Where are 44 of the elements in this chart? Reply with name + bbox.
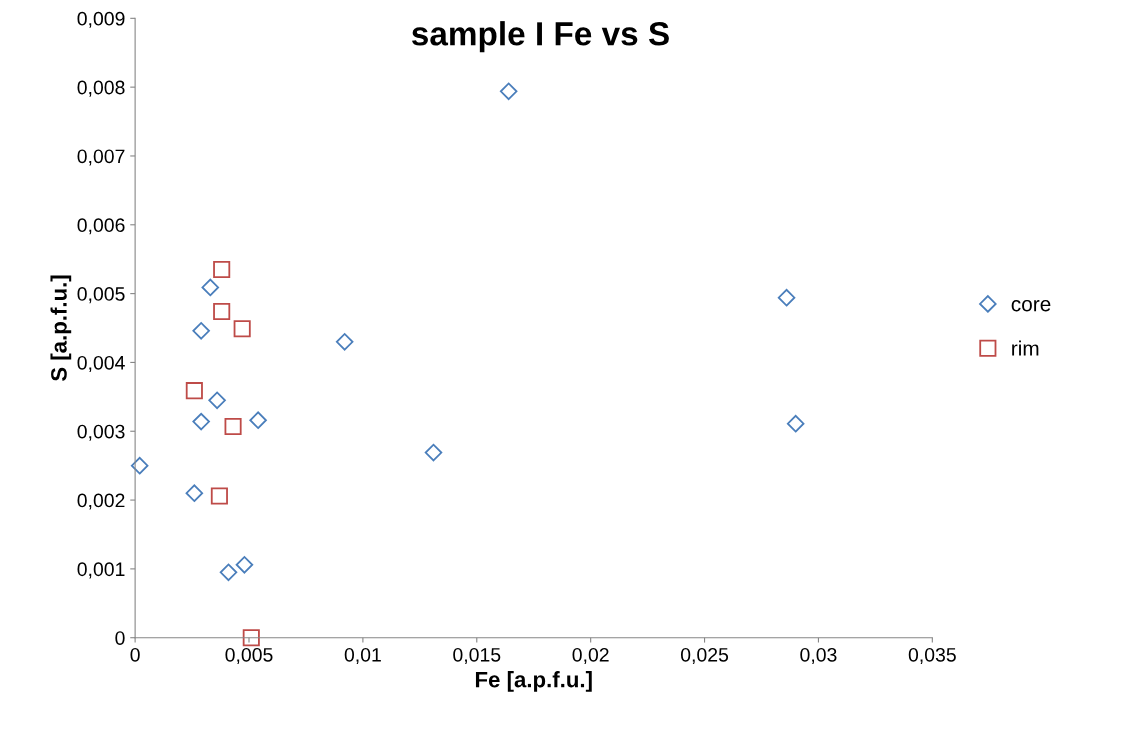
- legend-label: core: [1011, 299, 1051, 312]
- point: [130, 456, 149, 475]
- y-tick-label: 0,005: [77, 287, 125, 304]
- x-axis-title: Fe [a.p.f.u.]: [475, 671, 592, 692]
- point: [213, 302, 231, 321]
- point: [208, 391, 226, 410]
- point: [335, 333, 354, 351]
- x-tick-label: 0,015: [453, 647, 501, 665]
- point: [786, 414, 805, 433]
- x-tick-label: 0,01: [344, 647, 381, 665]
- chart-title: sample I Fe vs S: [411, 21, 669, 53]
- y-tick-label: 0,001: [77, 562, 125, 579]
- x-tick-label: 0,025: [680, 647, 729, 665]
- point: [219, 563, 238, 582]
- point: [242, 629, 260, 647]
- point: [224, 417, 242, 435]
- point: [777, 288, 796, 307]
- y-tick-label: 0,009: [77, 11, 125, 28]
- point: [424, 443, 443, 462]
- x-tick-label: 0,03: [800, 647, 837, 665]
- y-tick-label: 0,008: [77, 80, 125, 97]
- x-tick-label: 0,035: [908, 647, 956, 665]
- point: [499, 82, 518, 101]
- point: [249, 411, 267, 429]
- y-axis-title: S [a.p.f.u.]: [50, 275, 72, 382]
- x-tick-label: 0,005: [225, 647, 273, 665]
- point: [185, 382, 203, 400]
- y-tick-label: 0,004: [77, 355, 125, 372]
- y-tick-label: 0,002: [77, 493, 125, 510]
- point: [192, 412, 210, 431]
- x-tick-label: 0: [130, 647, 140, 662]
- y-tick-label: 0: [115, 631, 125, 645]
- point: [192, 322, 210, 340]
- point: [235, 555, 254, 574]
- legend-label: rim: [1012, 340, 1039, 356]
- point: [210, 487, 228, 505]
- point: [201, 278, 220, 297]
- x-tick-label: 0,02: [572, 647, 609, 665]
- y-tick-label: 0,003: [77, 424, 125, 441]
- y-tick-label: 0,007: [77, 149, 125, 166]
- y-tick-label: 0,006: [77, 218, 125, 235]
- point: [213, 260, 231, 279]
- point: [185, 484, 204, 502]
- point: [233, 320, 251, 338]
